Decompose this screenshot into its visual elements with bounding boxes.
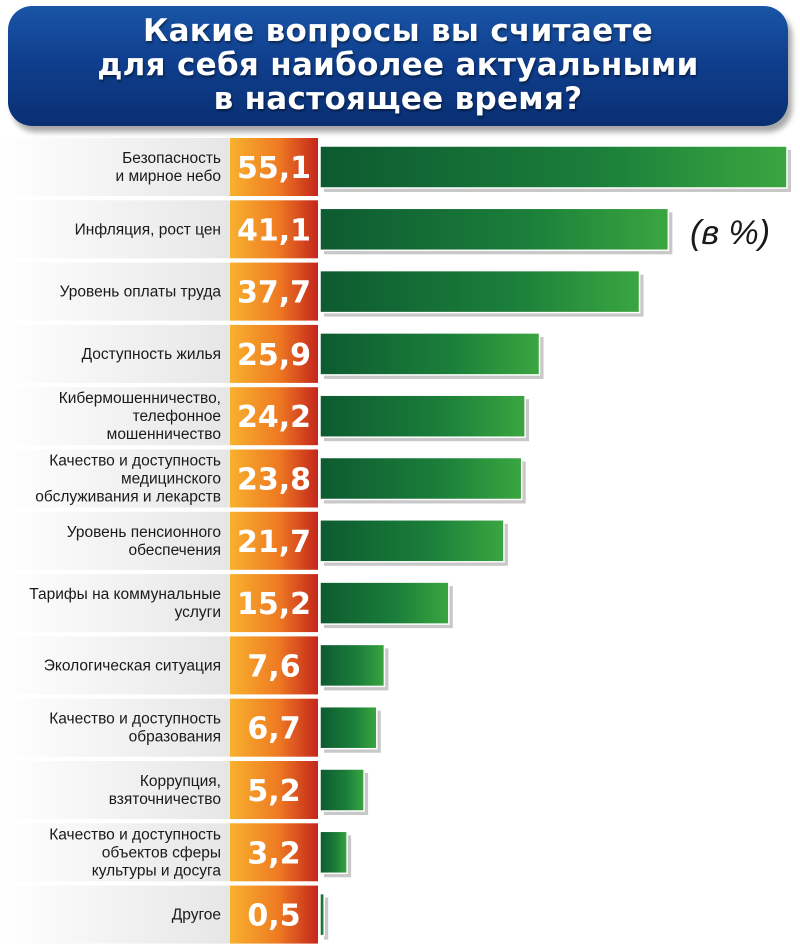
row-background (0, 823, 230, 882)
category-label: Доступность жилья (82, 346, 221, 363)
row-background (0, 698, 230, 757)
category-label: медицинского (121, 471, 221, 488)
category-label: услуги (175, 604, 221, 621)
data-label: 23,8 (237, 463, 311, 498)
category-label: Экологическая ситуация (44, 657, 221, 674)
category-label: Качество и доступность (49, 453, 221, 470)
chart-title: Какие вопросы вы считаете для себя наибо… (97, 13, 699, 117)
value-box (230, 885, 318, 944)
category-label: Тарифы на коммунальные (29, 586, 221, 603)
title-banner: Какие вопросы вы считаете для себя наибо… (8, 6, 788, 126)
category-label: мошенничество (107, 426, 221, 443)
data-label: 3,2 (247, 836, 300, 871)
row-background (0, 636, 230, 695)
row-background (0, 138, 230, 196)
bar (319, 207, 670, 252)
bar (319, 519, 505, 563)
value-box (230, 574, 318, 633)
row-background (0, 449, 230, 508)
bar (319, 145, 788, 189)
data-label: 15,2 (237, 587, 311, 622)
bar (319, 332, 541, 376)
row-background (0, 761, 230, 819)
category-label: Уровень оплаты труда (60, 284, 222, 301)
row-background (0, 200, 230, 259)
data-label: 0,5 (247, 899, 300, 934)
data-label: 6,7 (247, 712, 300, 747)
bar (319, 456, 523, 501)
unit-note: (в %) (690, 214, 771, 252)
data-label: 55,1 (237, 151, 311, 186)
bar (319, 705, 378, 750)
bar (319, 581, 450, 625)
value-box (230, 698, 318, 757)
category-label: Безопасность (122, 150, 221, 167)
value-box (230, 200, 318, 259)
value-box (230, 138, 318, 196)
category-label: Кибермошенничество, (59, 390, 221, 407)
value-box (230, 511, 318, 570)
category-label: культуры и досуга (92, 862, 222, 879)
row-background (0, 885, 230, 944)
value-box (230, 262, 318, 321)
bar (319, 830, 348, 875)
category-label: и мирное небо (115, 168, 221, 185)
category-label: Качество и доступность (49, 826, 221, 843)
data-label: 5,2 (247, 774, 300, 809)
category-label: Уровень пенсионного (67, 524, 221, 541)
row-background (0, 262, 230, 321)
data-label: 41,1 (237, 213, 311, 248)
category-label: Инфляция, рост цен (75, 221, 221, 238)
category-label: Качество и доступность (49, 711, 221, 728)
category-label: Другое (172, 907, 221, 924)
value-box (230, 823, 318, 882)
value-box (230, 761, 318, 819)
data-label: 24,2 (237, 400, 311, 435)
row-background (0, 574, 230, 633)
category-label: объектов сферы (102, 844, 221, 861)
category-label: взяточничество (109, 791, 221, 808)
row-background (0, 387, 230, 446)
data-label: 21,7 (237, 525, 311, 560)
value-box (230, 387, 318, 446)
value-box (230, 449, 318, 508)
category-label: обеспечения (128, 542, 221, 559)
data-label: 7,6 (247, 649, 300, 684)
value-box (230, 324, 318, 383)
data-label: 25,9 (237, 338, 311, 373)
bar (319, 892, 325, 937)
category-label: Коррупция, (140, 773, 221, 790)
bar (319, 643, 386, 688)
row-background (0, 511, 230, 570)
bar (319, 269, 641, 314)
data-label: 37,7 (237, 276, 311, 311)
category-label: телефонное (133, 408, 221, 425)
value-box (230, 636, 318, 695)
category-label: обслуживания и лекарств (35, 489, 221, 506)
category-label: образования (129, 729, 221, 746)
bar-shadow (324, 897, 329, 940)
row-background (0, 324, 230, 383)
bar (319, 768, 365, 812)
bar (319, 394, 526, 438)
